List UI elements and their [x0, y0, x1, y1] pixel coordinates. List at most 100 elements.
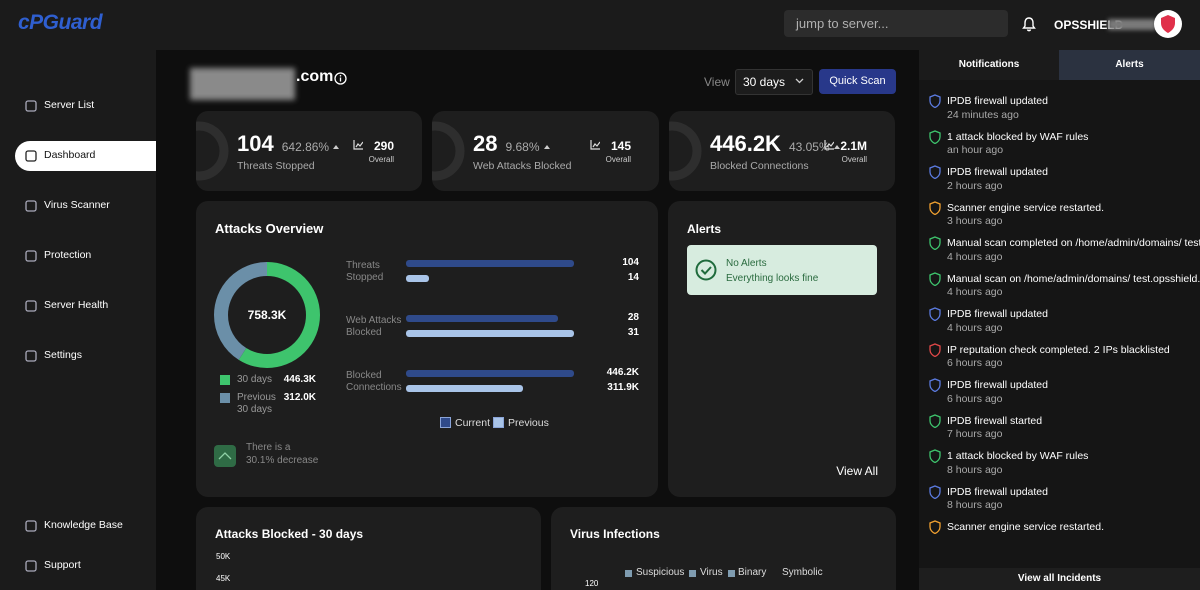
incident-text: IPDB firewall updated	[947, 308, 1048, 320]
icon-shape	[929, 307, 941, 321]
value-label: 31	[627, 327, 639, 338]
bar	[406, 385, 524, 392]
icon	[25, 100, 37, 112]
incident-text: IPDB firewall updated	[947, 166, 1048, 178]
incident-time: 2 hours ago	[947, 179, 1003, 192]
value-label: 446.2K	[606, 367, 639, 378]
panel-tab[interactable]: Notifications	[919, 50, 1059, 80]
legend-swatch	[625, 570, 632, 577]
overall-icon	[353, 140, 363, 150]
stat-card: 104 642.86% Threats Stopped 290 Overall	[196, 111, 422, 191]
nav-label: Protection	[44, 249, 92, 261]
incident: IPDB firewall updated 8 hours ago	[919, 483, 1200, 519]
info-icon[interactable]	[334, 72, 347, 85]
stat-bg-icon	[196, 121, 229, 181]
icon-shape	[929, 94, 941, 108]
view-all-incidents[interactable]: View all Incidents	[919, 568, 1200, 590]
alert-status: No Alerts	[726, 258, 767, 269]
overall: 2.1M Overall	[824, 139, 867, 164]
bar	[406, 275, 429, 282]
check-icon	[695, 259, 717, 281]
icon-shape	[929, 378, 941, 392]
icon	[929, 236, 941, 250]
chart-glyph	[824, 140, 835, 150]
nav-item[interactable]: Server Health	[15, 291, 156, 321]
view-all-link[interactable]: View All	[836, 464, 878, 478]
bell-icon[interactable]	[1022, 17, 1036, 32]
incident: IP reputation check completed. 2 IPs bla…	[919, 341, 1200, 377]
caret	[543, 145, 550, 149]
chart-glyph	[353, 140, 363, 150]
legend-swatch	[728, 570, 735, 577]
overall-icon	[590, 140, 600, 150]
icon	[929, 165, 941, 179]
period-select[interactable]: 30 days	[735, 69, 813, 95]
donut	[214, 262, 320, 368]
search-box[interactable]: jump to server...	[784, 10, 1008, 37]
trend-caret	[833, 145, 840, 149]
icon-shape	[929, 165, 941, 179]
nav-item[interactable]: Virus Scanner	[15, 191, 156, 221]
icon-shape	[929, 200, 941, 215]
nav-item[interactable]: Protection	[15, 241, 156, 271]
trend-caret	[543, 145, 550, 149]
nav-item[interactable]: Dashboard	[15, 141, 156, 171]
nav-item[interactable]: Knowledge Base	[15, 511, 156, 541]
incident-time: 7 hours ago	[947, 428, 1003, 440]
nav-label: Support	[44, 559, 81, 571]
incident: Scanner engine service restarted.	[919, 518, 1200, 539]
legend-label: Current	[455, 417, 491, 429]
card-title: Virus Infections	[570, 527, 660, 541]
overall-label: Overall	[368, 155, 394, 164]
incident: Manual scan completed on /home/admin/dom…	[919, 234, 1200, 270]
logo[interactable]: cPGuard	[18, 11, 103, 34]
top-bar	[0, 0, 1200, 50]
incident-time: 4 hours ago	[947, 286, 1003, 298]
incident-text: Manual scan completed on /home/admin/dom…	[947, 237, 1200, 249]
value-label: 28	[627, 312, 639, 323]
icon-shape	[929, 484, 941, 499]
bg-shape	[196, 121, 229, 181]
nav-label: Virus Scanner	[44, 199, 110, 211]
panel-tab[interactable]: Alerts	[1059, 50, 1200, 80]
legend-label: Previous 30 days	[237, 392, 276, 415]
incident-time: 24 minutes ago	[947, 108, 1019, 121]
nav-item[interactable]: Server List	[15, 91, 156, 121]
overall-value: 290	[373, 139, 394, 153]
bg-shape	[669, 121, 702, 181]
quick-scan-button[interactable]: Quick Scan	[819, 69, 896, 94]
incident-time: 6 hours ago	[947, 392, 1003, 405]
bg-shape	[432, 121, 465, 181]
stat-card: 28 9.68% Web Attacks Blocked 145 Overall	[432, 111, 659, 191]
incident: IPDB firewall updated 24 minutes ago	[919, 92, 1200, 128]
avatar[interactable]	[1153, 9, 1183, 39]
incident-time: 4 hours ago	[947, 250, 1003, 263]
incident: Manual scan on /home/admin/domains/ test…	[919, 270, 1200, 306]
incident-text: IPDB firewall started	[947, 414, 1043, 427]
stat-bg-icon	[432, 121, 465, 181]
icon-shape	[25, 560, 37, 572]
icon-shape	[929, 413, 941, 428]
nav-item[interactable]: Settings	[15, 341, 156, 371]
card-title: Attacks Overview	[215, 221, 324, 236]
stat-label: Blocked Connections	[710, 160, 809, 172]
incident: IPDB firewall updated 2 hours ago	[919, 163, 1200, 199]
icon-shape	[25, 350, 37, 362]
icon	[929, 449, 941, 463]
nav-item[interactable]: Support	[15, 551, 156, 581]
category-label: Web Attacks Blocked	[346, 315, 402, 338]
stat-card: 446.2K 43.05% Blocked Connections 2.1M Overa…	[669, 111, 895, 191]
bar	[406, 260, 574, 267]
incident-text: Scanner engine service restarted.	[947, 201, 1105, 214]
stat-change: 9.68%	[505, 140, 540, 154]
bar	[406, 315, 558, 322]
nav-label: Server Health	[44, 299, 109, 311]
incident-text: IP reputation check completed. 2 IPs bla…	[947, 343, 1170, 356]
attacks-blocked-card: Attacks Blocked - 30 days 50K 45K	[196, 507, 541, 590]
chart-glyph	[590, 140, 600, 150]
user-name[interactable]: OPSSHIELD	[1054, 18, 1124, 32]
category-label: Blocked Connections	[346, 370, 402, 393]
icon	[929, 94, 941, 108]
legend-label: Binary	[738, 567, 767, 578]
icon	[929, 271, 941, 286]
